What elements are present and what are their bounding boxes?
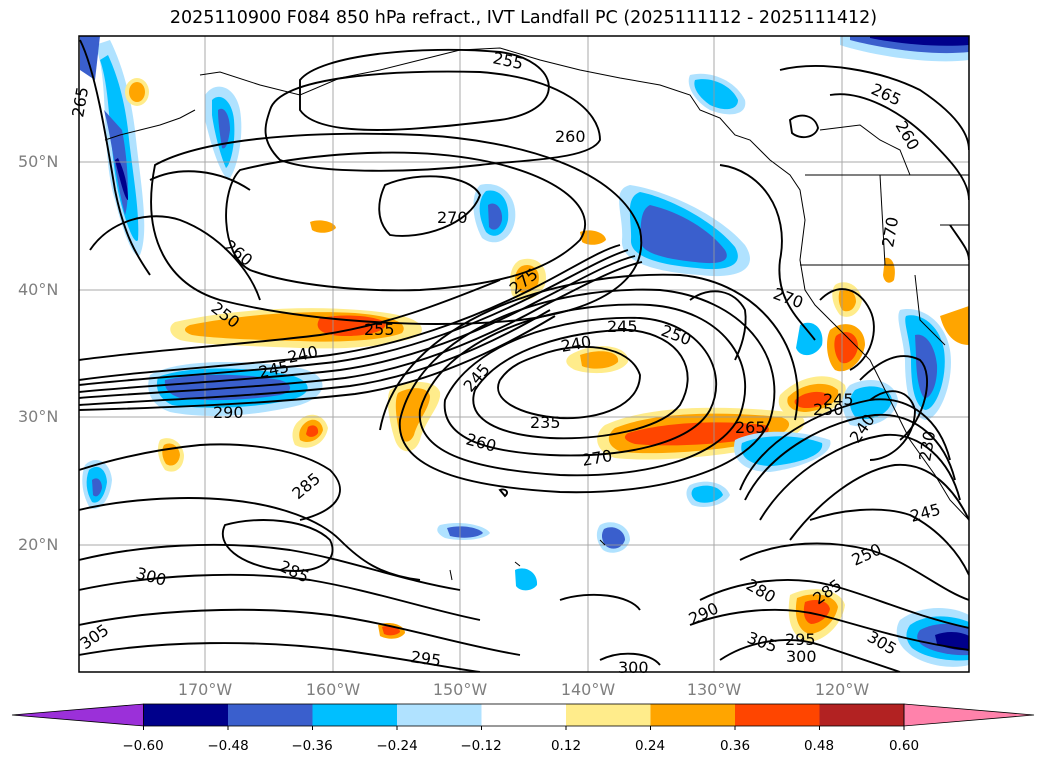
colorbar-segment bbox=[735, 704, 820, 726]
colorbar-tick-label: −0.60 bbox=[122, 738, 164, 754]
contour-label: 300 bbox=[786, 647, 817, 666]
colorbar-segment bbox=[312, 704, 398, 726]
lon-label: 140°W bbox=[560, 680, 616, 699]
contour-label: 260 bbox=[555, 127, 586, 146]
lat-label: 20°N bbox=[18, 535, 59, 554]
contour-label: 270 bbox=[437, 208, 468, 227]
map-frame bbox=[78, 35, 970, 673]
colorbar-segment bbox=[650, 704, 736, 726]
colorbar-tick-label: −0.24 bbox=[376, 738, 418, 754]
contour-label: 300 bbox=[618, 658, 649, 677]
colorbar-tick-label: 0.60 bbox=[888, 738, 920, 754]
lat-label: 30°N bbox=[18, 407, 59, 426]
colorbar-tick-label: −0.36 bbox=[291, 738, 333, 754]
coastlines bbox=[104, 47, 969, 581]
colorbar-segment bbox=[397, 704, 482, 726]
colorbar-tick-label: 0.12 bbox=[550, 738, 582, 754]
graticule bbox=[79, 36, 969, 672]
colorbar-tick-label: −0.12 bbox=[460, 738, 502, 754]
colorbar bbox=[11, 703, 1035, 730]
contour-label: 295 bbox=[409, 647, 442, 670]
contour-label: 235 bbox=[530, 413, 561, 432]
colorbar-segment bbox=[566, 704, 651, 726]
colorbar-tick-label: 0.36 bbox=[719, 738, 751, 754]
colorbar-arrow-high bbox=[903, 703, 1035, 727]
contour-label: 255 bbox=[364, 320, 395, 339]
lon-label: 170°W bbox=[177, 680, 233, 699]
contour-label: 245 bbox=[823, 390, 854, 409]
contour-label: 265 bbox=[735, 418, 766, 437]
colorbar-arrow-low bbox=[11, 703, 144, 727]
colorbar-segment bbox=[819, 704, 905, 726]
lon-label: 160°W bbox=[305, 680, 361, 699]
contour-label: 245 bbox=[607, 317, 638, 336]
lon-label: 150°W bbox=[432, 680, 488, 699]
shaded-anomalies bbox=[80, 36, 969, 667]
colorbar-segment bbox=[481, 704, 567, 726]
colorbar-segment bbox=[228, 704, 313, 726]
colorbar-outline bbox=[143, 703, 905, 727]
colorbar-tick-label: 0.48 bbox=[803, 738, 835, 754]
colorbar-segment bbox=[143, 704, 229, 726]
lon-label: 130°W bbox=[686, 680, 742, 699]
lon-label: 120°W bbox=[814, 680, 870, 699]
colorbar-tick-label: 0.24 bbox=[634, 738, 666, 754]
contour-label: 250 bbox=[813, 400, 844, 419]
contour-label: 295 bbox=[785, 630, 816, 649]
lat-label: 40°N bbox=[18, 280, 59, 299]
lat-label: 50°N bbox=[18, 152, 59, 171]
contour-label: 290 bbox=[213, 403, 244, 422]
colorbar-tick-label: −0.48 bbox=[207, 738, 249, 754]
map-title: 2025110900 F084 850 hPa refract., IVT La… bbox=[169, 8, 878, 28]
